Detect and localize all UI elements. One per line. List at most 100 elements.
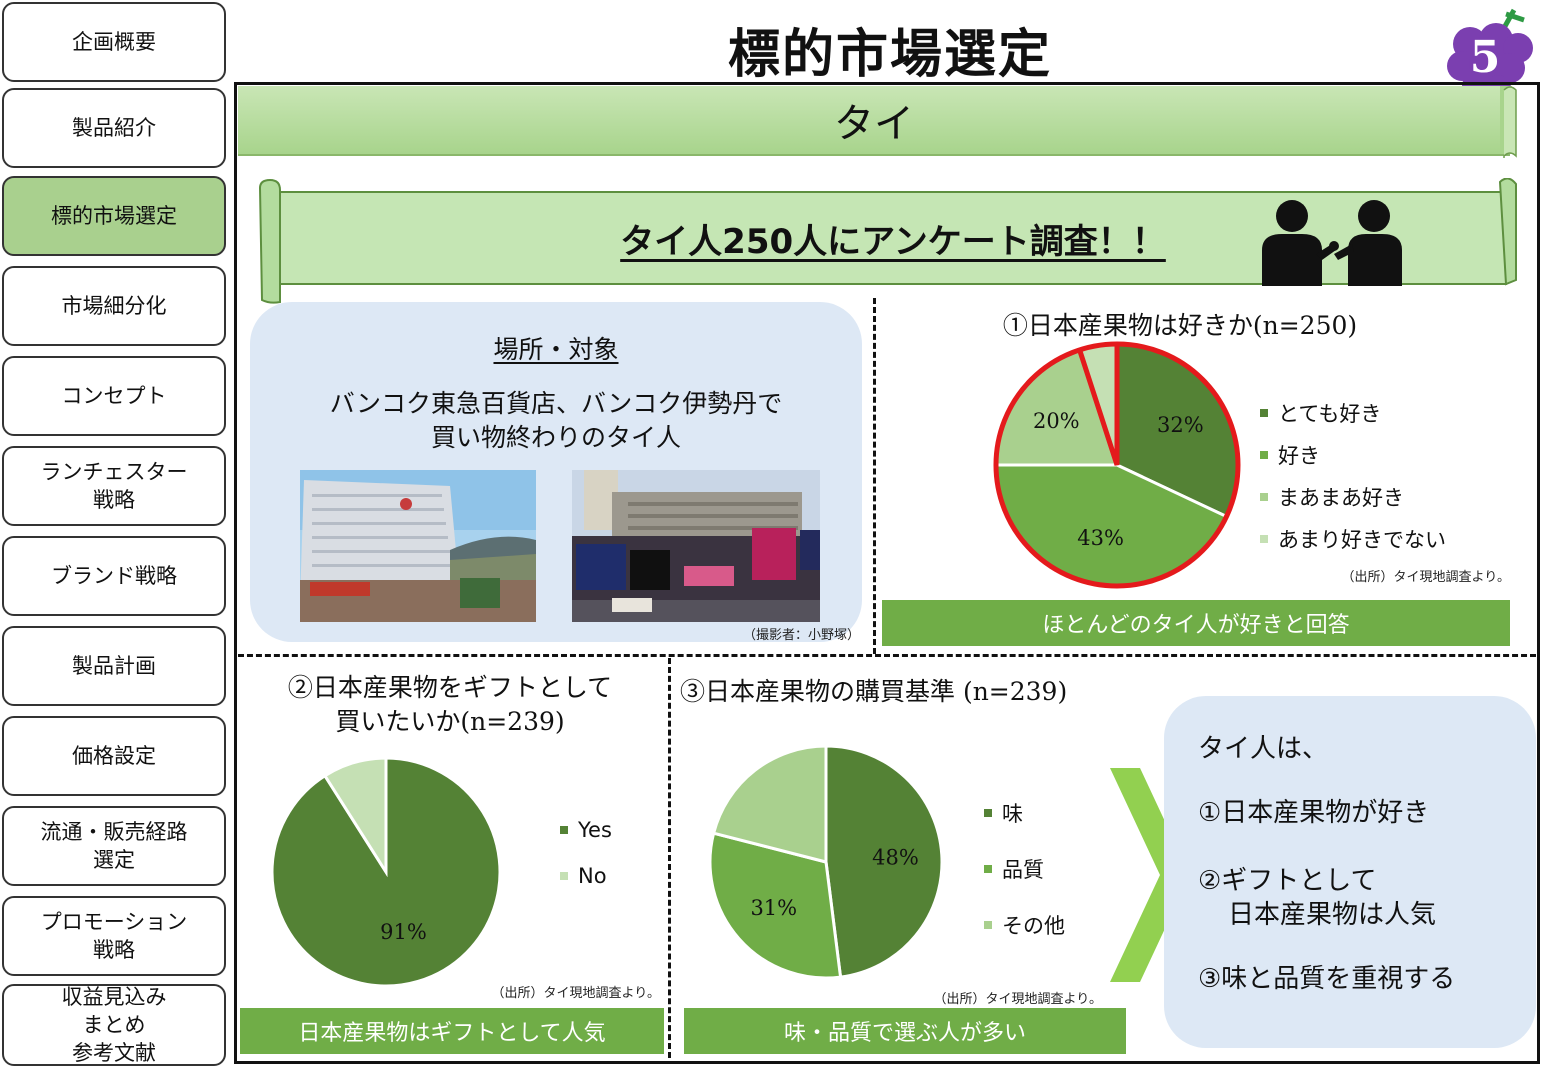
divider-middle <box>238 654 1536 657</box>
conclusion-point2a: ②ギフトとして <box>1198 866 1377 896</box>
sidebar-item[interactable]: 標的市場選定 <box>2 176 226 256</box>
sidebar-item[interactable]: 製品紹介 <box>2 88 226 168</box>
chart3-summary: 味・品質で選ぶ人が多い <box>684 1008 1126 1054</box>
chart2-source: （出所）タイ現地調査より。 <box>491 986 660 1001</box>
sidebar-item-label: 標的市場選定 <box>51 204 177 228</box>
photo-isetan-department-store <box>572 470 820 622</box>
legend-item: 味 <box>984 798 1104 828</box>
legend-item: Yes <box>560 818 660 842</box>
sidebar-item[interactable]: 収益見込み まとめ 参考文献 <box>2 984 226 1066</box>
sidebar-item[interactable]: 企画概要 <box>2 2 226 82</box>
legend-item: 品質 <box>984 854 1104 884</box>
pie-data-label: 43% <box>1077 526 1124 550</box>
sidebar-item[interactable]: ランチェスター 戦略 <box>2 446 226 526</box>
country-banner: タイ <box>238 86 1510 156</box>
legend-label: その他 <box>1002 914 1065 938</box>
legend-label: 好き <box>1278 444 1320 468</box>
divider-bottom <box>668 658 671 1058</box>
legend-swatch <box>984 809 992 817</box>
photo-credit: （撮影者：小野塚） <box>742 628 860 643</box>
pie-slice-0 <box>824 744 944 979</box>
location-line2: 買い物終わりのタイ人 <box>430 423 681 452</box>
chart1-summary: ほとんどのタイ人が好きと回答 <box>882 600 1510 646</box>
chart1-pie: 32% 43% 20% <box>993 341 1241 589</box>
chart2-legend: Yes No <box>560 818 660 910</box>
chart1-legend: とても好き好きまあまあ好きあまり好きでない <box>1260 398 1500 566</box>
legend-swatch <box>1260 451 1268 459</box>
location-line1: バンコク東急百貨店、バンコク伊勢丹で <box>329 389 783 418</box>
chart1-title: ①日本産果物は好きか(n=250) <box>1002 311 1358 340</box>
legend-label: とても好き <box>1278 402 1382 426</box>
legend-label: あまり好きでない <box>1278 528 1446 552</box>
sidebar-item-label: ランチェスター 戦略 <box>40 460 188 512</box>
legend-label: Yes <box>578 818 612 842</box>
legend-swatch <box>560 872 568 880</box>
pie-slice-1 <box>322 756 388 878</box>
legend-item: あまり好きでない <box>1260 524 1500 554</box>
pie-slice-2 <box>711 744 828 864</box>
chart2-pie: 91% <box>270 756 502 988</box>
chart3-source: （出所）タイ現地調査より。 <box>933 992 1102 1007</box>
chart3-pie: 48% 31% <box>708 744 944 980</box>
location-panel: 場所・対象 バンコク東急百貨店、バンコク伊勢丹で 買い物終わりのタイ人 （撮影者 <box>250 302 862 643</box>
survey-headline: タイ人250人にアンケート調査！！ <box>620 222 1166 262</box>
sidebar-item[interactable]: ブランド戦略 <box>2 536 226 616</box>
sidebar-item-label: 価格設定 <box>72 744 156 768</box>
page-number: 5 <box>1469 32 1501 83</box>
grape-icon <box>1447 8 1533 101</box>
pie-data-label: 20% <box>1033 409 1080 433</box>
conclusion-panel: タイ人は、 ①日本産果物が好き ②ギフトとして 日本産果物は人気 ③味と品質を重… <box>1164 696 1536 1048</box>
legend-swatch <box>1260 409 1268 417</box>
sidebar-item-label: 収益見込み まとめ 参考文献 <box>61 985 167 1065</box>
legend-label: 品質 <box>1002 858 1044 882</box>
pie-data-label: 48% <box>872 846 919 870</box>
chart3-title: ③日本産果物の購買基準 (n=239) <box>680 677 1068 706</box>
pie-slice-1 <box>708 831 843 980</box>
pie-data-label: 31% <box>750 896 797 920</box>
sidebar-item[interactable]: コンセプト <box>2 356 226 436</box>
legend-item: とても好き <box>1260 398 1500 428</box>
chart3-legend: 味品質 その他 <box>984 798 1104 966</box>
sidebar-item-label: 市場細分化 <box>61 294 167 318</box>
pie-data-label: 91% <box>380 920 427 944</box>
chart2-title-line2: 買いたいか(n=239) <box>335 707 565 736</box>
banner-curl <box>1500 86 1517 158</box>
conclusion-point1: ①日本産果物が好き <box>1198 798 1430 828</box>
page-number-badge: 5 <box>1440 4 1540 104</box>
legend-swatch <box>560 826 568 834</box>
legend-item: No <box>560 864 660 888</box>
legend-item: 好き <box>1260 440 1500 470</box>
sidebar-item[interactable]: 流通・販売経路 選定 <box>2 806 226 886</box>
sidebar-item-label: 製品計画 <box>72 654 156 678</box>
legend-swatch <box>1260 535 1268 543</box>
survey-scroll: タイ人250人にアンケート調査！！ <box>258 178 1520 306</box>
sidebar-item[interactable]: 市場細分化 <box>2 266 226 346</box>
sidebar-item-label: 企画概要 <box>72 30 156 54</box>
sidebar-item[interactable]: 製品計画 <box>2 626 226 706</box>
legend-item: まあまあ好き <box>1260 482 1500 512</box>
sidebar-item[interactable]: プロモーション 戦略 <box>2 896 226 976</box>
chart2-title-line1: ②日本産果物をギフトとして <box>287 673 613 702</box>
highlight-edge <box>1077 344 1120 466</box>
conclusion-point2b: 日本産果物は人気 <box>1228 900 1437 930</box>
banner-title: タイ <box>834 101 914 147</box>
legend-swatch <box>1260 493 1268 501</box>
sidebar-item-label: コンセプト <box>61 384 167 408</box>
legend-label: No <box>578 864 607 888</box>
chart1-source: （出所）タイ現地調査より。 <box>1341 570 1510 585</box>
conclusion-intro: タイ人は、 <box>1198 734 1329 764</box>
chart2-summary: 日本産果物はギフトとして人気 <box>240 1008 664 1054</box>
legend-label: まあまあ好き <box>1278 486 1404 510</box>
location-heading: 場所・対象 <box>493 335 619 364</box>
sidebar-item-label: ブランド戦略 <box>51 564 177 588</box>
legend-item: その他 <box>984 910 1104 940</box>
page-title: 標的市場選定 <box>727 24 1052 85</box>
sidebar-item-label: 流通・販売経路 選定 <box>40 820 188 872</box>
legend-label: 味 <box>1002 802 1023 826</box>
conclusion-point3: ③味と品質を重視する <box>1198 964 1456 994</box>
divider-top <box>873 298 876 654</box>
interview-icon <box>1262 200 1402 286</box>
sidebar-item-label: 製品紹介 <box>72 116 156 140</box>
sidebar-item[interactable]: 価格設定 <box>2 716 226 796</box>
sidebar-item-label: プロモーション 戦略 <box>40 910 188 962</box>
